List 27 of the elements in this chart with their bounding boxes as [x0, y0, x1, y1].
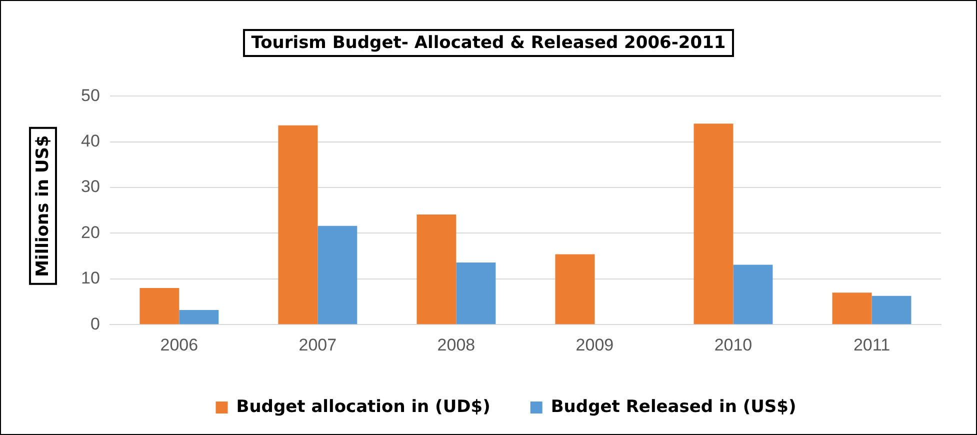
bar: [416, 214, 456, 324]
x-tick-label: 2008: [437, 335, 476, 354]
y-tick-label: 40: [80, 132, 100, 151]
bar: [318, 226, 358, 324]
y-tick-label: 30: [80, 177, 100, 196]
bar: [872, 296, 912, 324]
x-tick-label: 2010: [714, 335, 752, 354]
x-tick-label: 2009: [576, 335, 614, 354]
bar: [694, 124, 734, 324]
bar: [179, 310, 219, 324]
x-tick-label: 2007: [298, 335, 337, 354]
y-tick-label: 50: [80, 86, 100, 105]
x-tick-label: 2006: [160, 335, 198, 354]
y-tick-label: 0: [90, 314, 100, 334]
bar: [278, 125, 318, 324]
legend-label: Budget Released in (US$): [550, 396, 796, 417]
y-tick-label: 10: [80, 268, 100, 288]
bar: [733, 264, 773, 324]
y-axis-title: Millions in US$: [29, 127, 57, 285]
x-tick-label: 2011: [853, 335, 890, 354]
bar: [555, 254, 595, 324]
y-tick-label: 20: [80, 222, 100, 242]
bar: [832, 292, 872, 324]
legend-label: Budget allocation in (UD$): [236, 396, 490, 417]
bar: [456, 262, 496, 324]
chart-title: Tourism Budget- Allocated & Released 2006-2011: [243, 29, 734, 57]
bar: [140, 288, 180, 324]
